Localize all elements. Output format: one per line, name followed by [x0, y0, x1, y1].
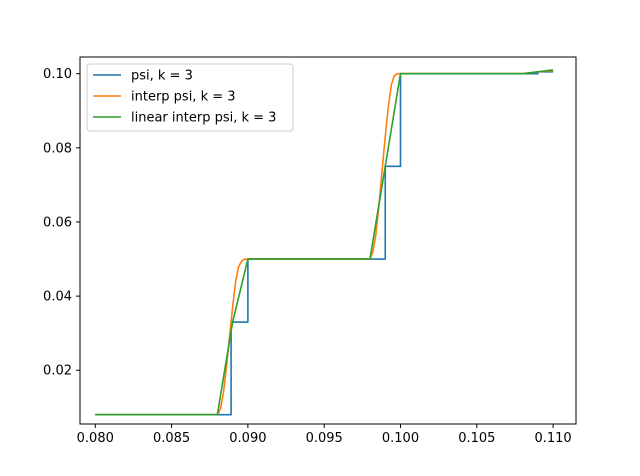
x-tick-label: 0.105 [458, 431, 495, 446]
x-tick-label: 0.095 [306, 431, 343, 446]
y-tick-label: 0.04 [43, 290, 72, 305]
series-layer [95, 69, 554, 416]
legend-label-3: linear interp psi, k = 3 [131, 111, 276, 126]
x-tick-label: 0.090 [229, 431, 266, 446]
y-tick-label: 0.10 [43, 67, 72, 82]
x-axis: 0.080 0.085 0.090 0.095 0.100 0.105 0.110 [77, 424, 572, 446]
x-tick-label: 0.080 [77, 431, 114, 446]
y-tick-label: 0.08 [43, 141, 72, 156]
series-line-3 [95, 69, 554, 416]
legend-label-2: interp psi, k = 3 [131, 90, 236, 105]
legend: psi, k = 3 interp psi, k = 3 linear interp… [86, 63, 294, 132]
y-tick-label: 0.06 [43, 215, 72, 230]
x-tick-label: 0.100 [382, 431, 419, 446]
series-line-2 [95, 69, 554, 416]
legend-box [86, 63, 294, 132]
y-axis: 0.02 0.04 0.06 0.08 0.10 [43, 67, 80, 379]
legend-label-1: psi, k = 3 [131, 69, 193, 84]
y-tick-label: 0.02 [43, 364, 72, 379]
x-tick-label: 0.110 [534, 431, 571, 446]
x-tick-label: 0.085 [153, 431, 190, 446]
plot-frame [79, 56, 577, 425]
